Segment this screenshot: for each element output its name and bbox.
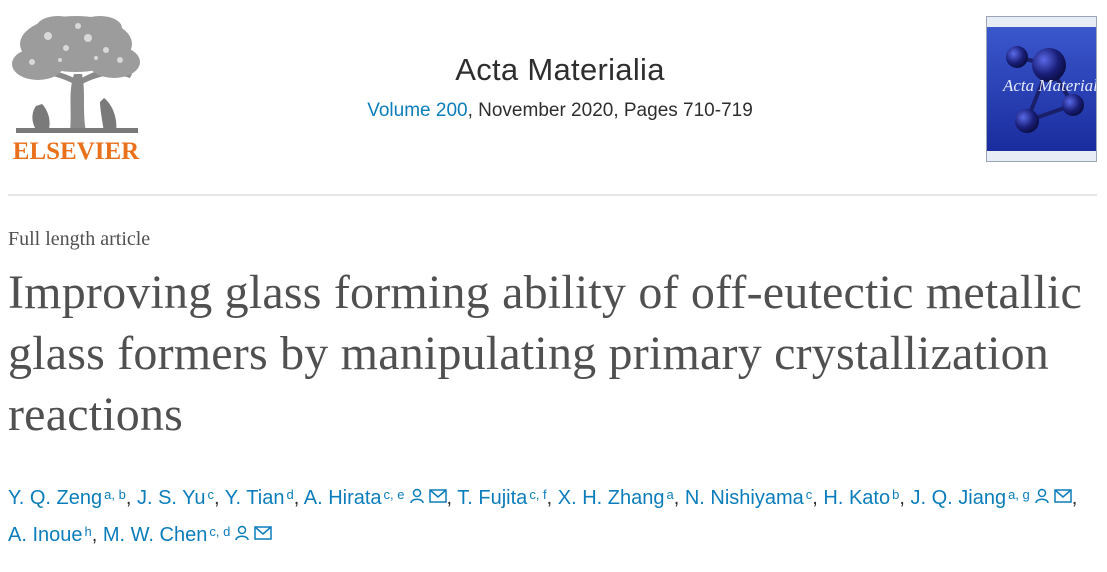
affiliation-marker[interactable]: h (84, 524, 92, 539)
affiliation-marker[interactable]: c, f (529, 487, 547, 502)
author-name-link[interactable]: Y. Q. Zeng (8, 487, 103, 509)
author-item: Y. Q. Zeng a, b, (8, 487, 137, 509)
journal-title-link[interactable]: Acta Materialia (455, 52, 665, 87)
publisher-name: ELSEVIER (12, 138, 140, 165)
affiliation-marker[interactable]: c (805, 487, 813, 502)
author-name-link[interactable]: M. W. Chen (102, 524, 208, 546)
author-name-link[interactable]: T. Fujita (457, 487, 528, 509)
author-item: H. Kato b, (823, 487, 911, 509)
author-name-link[interactable]: J. Q. Jiang (910, 487, 1007, 509)
journal-cover-graphic: Acta Materialia (987, 17, 1096, 161)
affiliation-marker[interactable]: b (892, 487, 900, 502)
envelope-icon[interactable] (428, 488, 447, 503)
affiliation-marker[interactable]: c, e (383, 487, 405, 502)
author-item: A. Inoue h, (8, 524, 103, 546)
affiliation-marker[interactable]: c (207, 487, 215, 502)
author-item: M. W. Chen c, d (102, 524, 273, 546)
envelope-icon[interactable] (254, 525, 273, 540)
volume-link[interactable]: Volume 200 (367, 100, 468, 121)
tree-logo-icon (12, 16, 140, 133)
author-name-link[interactable]: Y. Tian (224, 487, 285, 509)
person-icon[interactable] (234, 525, 250, 541)
author-name-link[interactable]: H. Kato (823, 487, 891, 509)
journal-info: Acta Materialia Volume 200, November 202… (300, 52, 820, 122)
author-name-link[interactable]: X. H. Zhang (557, 487, 665, 509)
affiliation-marker[interactable]: a (666, 487, 674, 502)
affiliation-marker[interactable]: a, b (104, 487, 126, 502)
article-type-label: Full length article (8, 228, 151, 250)
author-item: J. S. Yu c, (136, 487, 225, 509)
elsevier-logo[interactable]: ELSEVIER (8, 14, 144, 166)
author-item: X. H. Zhang a, (557, 487, 685, 509)
author-name-link[interactable]: N. Nishiyama (684, 487, 804, 509)
affiliation-marker[interactable]: d (286, 487, 294, 502)
svg-text:Acta Materialia: Acta Materialia (1002, 76, 1096, 95)
affiliation-marker[interactable]: a, g (1008, 487, 1030, 502)
affiliation-marker[interactable]: c, d (209, 524, 231, 539)
envelope-icon[interactable] (1054, 488, 1072, 503)
header-divider (8, 194, 1097, 196)
author-item: J. Q. Jiang a, g, (910, 487, 1078, 509)
journal-cover-image[interactable]: Acta Materialia (986, 16, 1097, 162)
author-item: T. Fujita c, f, (457, 487, 558, 509)
author-name-link[interactable]: J. S. Yu (136, 487, 206, 509)
author-item: Y. Tian d, (224, 487, 304, 509)
author-name-link[interactable]: A. Hirata (303, 487, 382, 509)
person-icon[interactable] (409, 488, 425, 504)
author-list: Y. Q. Zeng a, b, J. S. Yu c, Y. Tian d, A. … (8, 480, 1098, 554)
author-name-link[interactable]: A. Inoue (8, 524, 83, 546)
person-icon[interactable] (1034, 488, 1050, 504)
author-item: A. Hirata c, e, (303, 487, 458, 509)
author-item: N. Nishiyama c, (684, 487, 824, 509)
issue-info: Volume 200, November 2020, Pages 710-719 (300, 100, 820, 122)
article-title: Improving glass forming ability of off-e… (8, 266, 1083, 441)
issue-details: , November 2020, Pages 710-719 (467, 100, 753, 121)
